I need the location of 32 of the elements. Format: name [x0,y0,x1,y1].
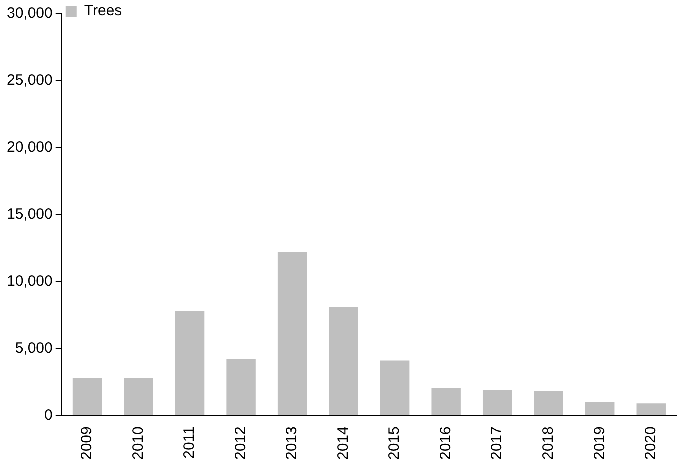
bar [636,404,666,416]
x-tick-label: 2011 [181,426,198,459]
x-tick-label: 2015 [386,426,404,460]
y-tick-label: 15,000 [6,206,53,223]
x-tick-label: 2014 [334,426,352,460]
bar [432,388,461,416]
y-tick-label: 5,000 [15,340,53,357]
bar [72,378,102,416]
y-tick-label: 0 [44,406,53,424]
x-tick-label: 2017 [488,426,506,460]
y-tick-label: 10,000 [6,272,53,290]
bar [534,392,564,416]
x-tick-label: 2019 [591,426,608,460]
x-tick-label: 2018 [540,426,557,460]
bar [380,360,410,416]
x-tick-label: 2020 [642,426,660,460]
x-tick-label: 2016 [437,426,454,460]
bar [175,311,205,416]
x-tick-label: 2012 [232,426,250,460]
bar [482,390,512,416]
y-tick-label: 20,000 [6,139,53,156]
legend-label: Trees [84,2,122,20]
bar [586,402,615,416]
y-tick-label: 30,000 [6,5,53,22]
bar [329,307,358,416]
bar [226,359,256,416]
bar [278,252,308,416]
x-tick-label: 2013 [284,426,301,460]
x-tick-label: 2010 [130,426,147,460]
x-tick-label: 2009 [78,426,96,460]
y-tick-label: 25,000 [6,72,53,90]
bar [124,378,154,416]
